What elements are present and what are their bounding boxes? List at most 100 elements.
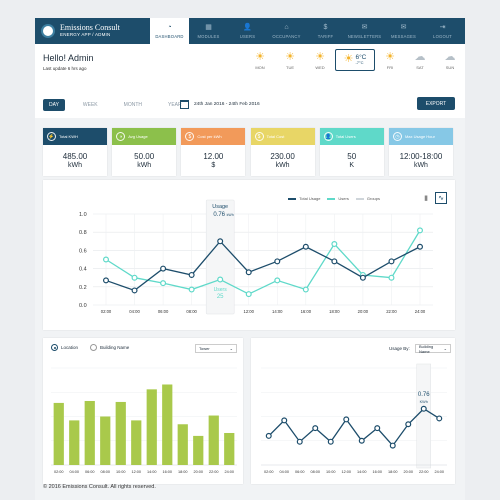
data-point bbox=[131, 287, 138, 294]
weather-day: ☀ TUE bbox=[275, 51, 305, 71]
period-week[interactable]: WEEK bbox=[82, 102, 98, 108]
x-tick-label: 08:00 bbox=[100, 470, 110, 474]
building-line-chart-panel: Usage By: Building Name ⌄ 0.76 KWh 02:00 04… bbox=[251, 338, 455, 484]
tariff-icon: $ bbox=[323, 23, 328, 31]
bar bbox=[69, 420, 80, 465]
kpi-title: Avg Usage bbox=[128, 134, 148, 139]
usage-line-chart-panel: Total Usage Users Groups ▮ ∿ 0.0 0.2 0.4 0.6 0… bbox=[43, 180, 455, 330]
x-tick-label: 04:00 bbox=[129, 309, 140, 314]
y-tick-label: 0.2 bbox=[79, 285, 87, 291]
kpi-tile[interactable]: $ Cost per kWh 12.00 $ bbox=[181, 128, 246, 176]
chevron-down-icon: ⌄ bbox=[229, 346, 233, 351]
kpi-tile[interactable]: ⚡ Total KWH 485.00 kWh bbox=[43, 128, 107, 176]
data-point bbox=[420, 405, 427, 412]
data-point bbox=[343, 416, 350, 423]
legend-item[interactable]: Groups bbox=[355, 196, 380, 201]
data-point bbox=[405, 421, 412, 428]
dashboard-icon: ◔ bbox=[167, 23, 172, 31]
nav-label: DASHBOARD bbox=[155, 33, 184, 39]
cloud-icon: ☁ bbox=[414, 51, 426, 63]
period-month[interactable]: MONTH bbox=[123, 102, 142, 108]
nav-item-occupancy[interactable]: ⌂ OCCUPANCY bbox=[267, 18, 306, 44]
kpi-value: 230.00 bbox=[270, 152, 295, 161]
sun-icon: ☀ bbox=[315, 51, 325, 63]
current-weather: ☀ 6°C -7°C bbox=[335, 49, 375, 71]
kpi-unit: kWh bbox=[275, 162, 290, 169]
building-name-select[interactable]: Building Name ⌄ bbox=[415, 344, 451, 354]
nav-item-modules[interactable]: ▦ MODULES bbox=[189, 18, 228, 44]
occupancy-icon: ⌂ bbox=[284, 23, 289, 31]
x-tick-label: 10:00 bbox=[326, 470, 336, 474]
building-line-chart: 0.76 KWh 02:00 04:00 06:00 08:00 10:00 12:00 14:… bbox=[261, 363, 447, 474]
x-tick-label: 18:00 bbox=[388, 470, 398, 474]
users-icon: 👤 bbox=[323, 132, 333, 141]
kpi-value: 50.00 bbox=[134, 152, 155, 161]
date-range-picker[interactable]: 24th Jan 2016 - 24th Feb 2016 bbox=[180, 100, 260, 109]
legend-swatch bbox=[327, 197, 336, 200]
y-tick-label: 0.8 bbox=[79, 230, 87, 236]
nav-label: MODULES bbox=[197, 33, 220, 39]
usage-line-chart: 0.00.20.40.60.81.002:0004:0006:0008:0010… bbox=[79, 199, 433, 315]
data-point bbox=[102, 277, 109, 284]
kpi-tile[interactable]: 👤 Total Users 50 K bbox=[319, 128, 384, 176]
x-tick-label: 18:00 bbox=[178, 470, 188, 474]
x-tick-label: 06:00 bbox=[295, 470, 305, 474]
period-year[interactable]: YEAR bbox=[168, 102, 182, 108]
tower-select[interactable]: Tower ⌄ bbox=[195, 344, 237, 353]
data-point bbox=[389, 442, 396, 449]
nav-item-logout[interactable]: ⇥ LOGOUT bbox=[423, 18, 462, 44]
location-radio[interactable]: Location bbox=[51, 344, 78, 351]
kpi-header: $ Cost per kWh bbox=[181, 128, 246, 145]
x-tick-label: 06:00 bbox=[85, 470, 95, 474]
data-point bbox=[131, 274, 138, 281]
nav-item-users[interactable]: 👤 USERS bbox=[228, 18, 267, 44]
nav-label: USERS bbox=[239, 33, 256, 39]
weather-day: ☀ MON bbox=[245, 51, 275, 71]
grouping-radio-group: Location Building Name bbox=[51, 344, 141, 351]
data-point bbox=[245, 291, 252, 298]
kpi-value: 50 bbox=[347, 152, 357, 161]
date-range-text: 24th Jan 2016 - 24th Feb 2016 bbox=[194, 102, 260, 107]
legend-item[interactable]: Users bbox=[327, 196, 349, 201]
chart-type-toggle: ▮ ∿ bbox=[417, 192, 447, 204]
weather-day-label: TUE bbox=[286, 65, 294, 70]
kpi-title: Total Users bbox=[335, 134, 356, 139]
bar bbox=[100, 416, 111, 465]
data-point bbox=[102, 256, 109, 263]
nav-item-tariff[interactable]: $ TARIFF bbox=[306, 18, 345, 44]
nav-item-dashboard[interactable]: ◔ DASHBOARD bbox=[150, 18, 189, 44]
brand[interactable]: Emissions Consult ENERGY APP / ADMIN bbox=[35, 18, 150, 44]
nav-item-messages[interactable]: ✉ MESSAGES bbox=[384, 18, 423, 44]
period-day[interactable]: DAY bbox=[43, 99, 65, 111]
nav-item-newsletters[interactable]: ✉ NEWSLETTERS bbox=[345, 18, 384, 44]
x-tick-label: 06:00 bbox=[158, 309, 169, 314]
kpi-unit: kWh bbox=[413, 162, 428, 169]
line-chart-toggle-icon[interactable]: ∿ bbox=[435, 192, 447, 204]
nav-label: MESSAGES bbox=[390, 33, 417, 39]
calendar-icon bbox=[180, 100, 189, 109]
kpi-value: 485.00 bbox=[62, 152, 88, 161]
x-tick-label: 08:00 bbox=[186, 309, 197, 314]
building-name-radio[interactable]: Building Name bbox=[90, 344, 129, 351]
kpi-tile[interactable]: ◑ Avg Usage 50.00 kWh bbox=[112, 128, 177, 176]
kpi-value: 12:00-18:00 bbox=[399, 152, 443, 161]
x-tick-label: 22:00 bbox=[419, 470, 429, 474]
export-button[interactable]: EXPORT bbox=[417, 97, 455, 110]
legend-item[interactable]: Total Usage bbox=[288, 196, 320, 201]
data-point bbox=[188, 271, 195, 278]
kpi-tile[interactable]: $ Total Cost 230.00 kWh bbox=[250, 128, 315, 176]
weather-day-label: MON bbox=[255, 65, 265, 70]
legend-label: Groups bbox=[366, 196, 380, 201]
data-point bbox=[217, 276, 224, 283]
y-tick-label: 0.0 bbox=[79, 303, 87, 309]
chevron-down-icon: ⌄ bbox=[443, 346, 447, 351]
legend-label: Users bbox=[338, 196, 349, 201]
bar-chart-toggle-icon[interactable]: ▮ bbox=[424, 195, 428, 202]
data-point bbox=[388, 258, 395, 265]
x-tick-label: 14:00 bbox=[272, 309, 283, 314]
nav-label: OCCUPANCY bbox=[272, 33, 301, 39]
data-point bbox=[296, 438, 303, 445]
bar bbox=[53, 402, 64, 465]
kpi-tile[interactable]: ◷ Max Usage Hour 12:00-18:00 kWh bbox=[388, 128, 453, 176]
bar bbox=[224, 432, 235, 465]
